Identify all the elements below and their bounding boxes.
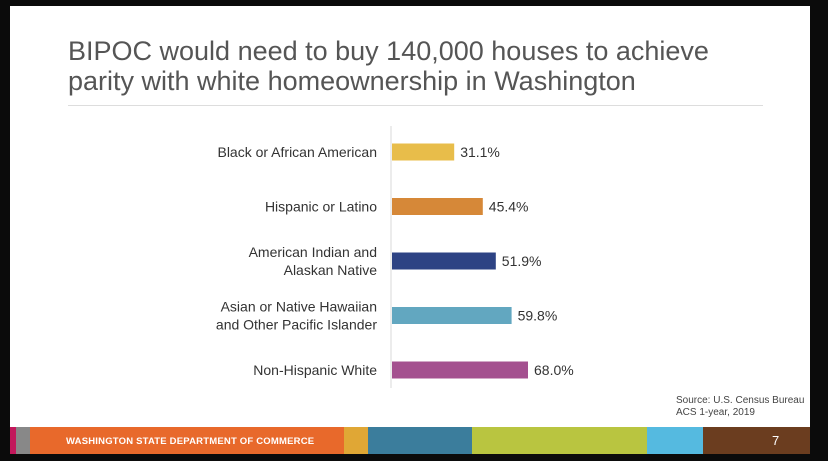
page-number: 7	[772, 433, 780, 448]
category-label-2: American Indian and Alaskan Native	[249, 244, 378, 278]
footer-segment-5	[472, 427, 647, 454]
bar-chart: 31.1% Black or African American 45.4% Hispa…	[216, 126, 574, 388]
footer-segment-0	[10, 427, 16, 454]
value-label-2: 51.9%	[502, 253, 542, 269]
footer-segment-4	[368, 427, 472, 454]
value-label-4: 68.0%	[534, 362, 574, 378]
footer-segment-1	[16, 427, 30, 454]
category-label-1: Hispanic or Latino	[265, 199, 377, 215]
category-label-3: Asian or Native Hawaiian and Other Pacifi…	[216, 299, 377, 333]
footer-segment-6	[647, 427, 703, 454]
bar-0	[392, 143, 455, 161]
value-label-0: 31.1%	[460, 144, 500, 160]
value-label-1: 45.4%	[489, 199, 529, 215]
bar-2	[392, 252, 496, 270]
footer-segment-7	[703, 427, 810, 454]
value-label-3: 59.8%	[518, 308, 558, 324]
category-label-4: Non-Hispanic White	[253, 362, 377, 378]
organization-name: WASHINGTON STATE DEPARTMENT OF COMMERCE	[66, 436, 315, 447]
bar-1	[392, 198, 483, 215]
footer-bar: WASHINGTON STATE DEPARTMENT OF COMMERCE …	[10, 427, 810, 454]
source-note: Source: U.S. Census Bureau ACS 1-year, 2…	[676, 395, 805, 418]
slide: BIPOC would need to buy 140,000 houses t…	[10, 6, 810, 454]
footer-segment-2	[30, 427, 344, 454]
title-divider	[68, 105, 763, 106]
slide-title: BIPOC would need to buy 140,000 houses t…	[68, 36, 709, 96]
category-label-0: Black or African American	[217, 144, 377, 160]
bar-4	[392, 361, 528, 379]
footer-segment-3	[344, 427, 368, 454]
bar-3	[392, 307, 512, 324]
